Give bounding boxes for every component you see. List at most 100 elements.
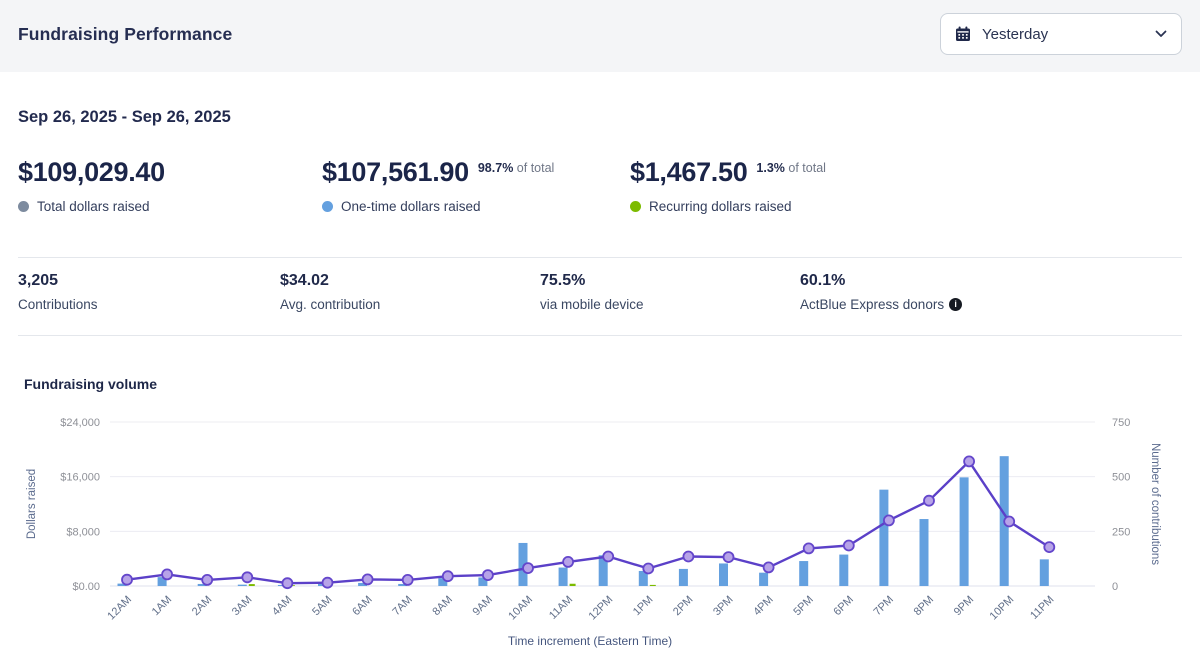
contributions-point[interactable] bbox=[883, 514, 895, 527]
date-range-selected: Yesterday bbox=[982, 25, 1049, 43]
contributions-point[interactable] bbox=[201, 573, 214, 586]
x-axis-tick: 1PM bbox=[631, 594, 655, 618]
contributions-point[interactable] bbox=[1003, 515, 1016, 528]
one-time-pct: 98.7% of total bbox=[477, 161, 555, 175]
stats-row: 3,205 Contributions $34.02 Avg. contribu… bbox=[0, 272, 1200, 327]
bar-one-time[interactable] bbox=[478, 577, 488, 586]
total-raised-amount: $109,029.40 bbox=[18, 157, 165, 187]
one-time-dot bbox=[322, 200, 333, 212]
chevron-down-icon bbox=[1155, 30, 1167, 37]
contributions-point[interactable] bbox=[963, 455, 975, 468]
contributions-point[interactable] bbox=[441, 570, 454, 583]
recurring-pct: 1.3% of total bbox=[756, 161, 826, 175]
y-axis-right-tick: 0 bbox=[1112, 581, 1118, 593]
x-axis-tick: 11PM bbox=[1028, 594, 1056, 622]
bar-one-time[interactable] bbox=[959, 477, 969, 586]
divider bbox=[18, 257, 1182, 258]
x-axis-tick: 11AM bbox=[547, 594, 575, 622]
bar-recurring[interactable] bbox=[248, 584, 255, 586]
bar-one-time[interactable] bbox=[518, 542, 528, 586]
contributions-point[interactable] bbox=[682, 550, 695, 563]
contributions-point[interactable] bbox=[161, 568, 174, 581]
stat-express-donors: 60.1% ActBlue Express donors i bbox=[800, 272, 963, 312]
total-raised-dot bbox=[18, 200, 29, 212]
bar-one-time[interactable] bbox=[678, 568, 688, 586]
total-raised-block: $109,029.40 Total dollars raised bbox=[18, 157, 165, 214]
bar-one-time[interactable] bbox=[719, 563, 728, 586]
one-time-raised-block: $107,561.90 98.7% of total One-time doll… bbox=[322, 157, 555, 214]
y-axis-left-tick: $0.00 bbox=[72, 581, 100, 593]
x-axis-tick: 7PM bbox=[872, 594, 896, 618]
contributions-point[interactable] bbox=[602, 550, 615, 563]
info-icon[interactable]: i bbox=[949, 298, 963, 311]
x-axis-tick: 3PM bbox=[711, 594, 735, 618]
contributions-point[interactable] bbox=[802, 542, 815, 555]
x-axis-title: Time increment (Eastern Time) bbox=[508, 634, 672, 648]
bar-one-time[interactable] bbox=[799, 561, 809, 586]
bar-one-time[interactable] bbox=[117, 583, 127, 586]
contributions-point[interactable] bbox=[121, 573, 133, 586]
chart-title: Fundraising volume bbox=[24, 376, 158, 392]
bar-one-time[interactable] bbox=[558, 567, 568, 586]
one-time-label: One-time dollars raised bbox=[341, 198, 481, 214]
bar-one-time[interactable] bbox=[157, 577, 167, 586]
bar-one-time[interactable] bbox=[879, 489, 889, 586]
x-axis-tick: 3AM bbox=[230, 594, 254, 618]
bar-one-time[interactable] bbox=[237, 584, 247, 586]
contributions-point[interactable] bbox=[642, 562, 655, 575]
y-axis-left-tick: $24,000 bbox=[60, 417, 100, 429]
y-axis-left-tick: $8,000 bbox=[66, 526, 100, 538]
stat-contributions: 3,205 Contributions bbox=[18, 272, 98, 312]
y-axis-right-tick: 500 bbox=[1112, 472, 1130, 484]
chart-canvas: $0.00 0 $8,000 250 $16,000 500 $24,000 750 12AM 1… bbox=[26, 417, 1161, 648]
recurring-amount: $1,467.50 bbox=[630, 157, 748, 187]
bar-one-time[interactable] bbox=[438, 578, 448, 586]
recurring-raised-block: $1,467.50 1.3% of total Recurring dollar… bbox=[630, 157, 826, 214]
y-axis-left-title: Dollars raised bbox=[26, 469, 38, 539]
contributions-point[interactable] bbox=[481, 569, 494, 582]
contributions-point[interactable] bbox=[281, 577, 294, 590]
x-axis-tick: 8AM bbox=[430, 594, 454, 618]
contributions-point[interactable] bbox=[361, 573, 374, 586]
report-date-range: Sep 26, 2025 - Sep 26, 2025 bbox=[18, 108, 231, 126]
contributions-point[interactable] bbox=[722, 551, 735, 564]
bar-one-time[interactable] bbox=[1039, 559, 1049, 586]
contributions-point[interactable] bbox=[923, 494, 935, 507]
contributions-point[interactable] bbox=[562, 555, 574, 568]
date-range-dropdown[interactable]: Yesterday bbox=[940, 13, 1182, 55]
summary-row: $109,029.40 Total dollars raised $107,56… bbox=[0, 157, 1200, 228]
page-title: Fundraising Performance bbox=[18, 24, 233, 44]
fundraising-volume-chart: $0.00 0 $8,000 250 $16,000 500 $24,000 750 12AM 1… bbox=[0, 400, 1200, 656]
x-axis-tick: 5AM bbox=[310, 594, 334, 618]
bar-recurring[interactable] bbox=[569, 583, 576, 586]
x-axis-tick: 1AM bbox=[150, 594, 174, 618]
recurring-dot bbox=[630, 200, 641, 212]
bar-one-time[interactable] bbox=[358, 582, 368, 586]
y-axis-right-tick: 750 bbox=[1112, 417, 1130, 429]
contributions-point[interactable] bbox=[321, 576, 334, 589]
bar-one-time[interactable] bbox=[919, 519, 929, 586]
x-axis-tick: 9PM bbox=[952, 594, 976, 618]
contributions-point[interactable] bbox=[522, 562, 534, 575]
bar-recurring[interactable] bbox=[649, 584, 656, 586]
bar-one-time[interactable] bbox=[598, 555, 608, 586]
contributions-line bbox=[126, 460, 1050, 585]
contributions-point[interactable] bbox=[1043, 541, 1056, 554]
y-axis-right-tick: 250 bbox=[1112, 526, 1130, 538]
bar-one-time[interactable] bbox=[839, 554, 849, 586]
contributions-point[interactable] bbox=[241, 571, 254, 584]
contributions-point[interactable] bbox=[401, 573, 414, 586]
x-axis-tick: 12PM bbox=[587, 594, 616, 623]
x-axis-tick: 4PM bbox=[751, 594, 775, 618]
x-axis-tick: 6AM bbox=[350, 594, 374, 618]
contributions-point[interactable] bbox=[762, 561, 775, 574]
recurring-label: Recurring dollars raised bbox=[649, 198, 792, 214]
bar-one-time[interactable] bbox=[197, 583, 207, 586]
x-axis-tick: 8PM bbox=[912, 594, 936, 618]
contributions-point[interactable] bbox=[842, 539, 855, 552]
stat-avg-contribution: $34.02 Avg. contribution bbox=[280, 272, 381, 312]
bar-one-time[interactable] bbox=[759, 572, 769, 586]
bar-one-time[interactable] bbox=[398, 583, 408, 586]
bar-one-time[interactable] bbox=[638, 570, 648, 586]
